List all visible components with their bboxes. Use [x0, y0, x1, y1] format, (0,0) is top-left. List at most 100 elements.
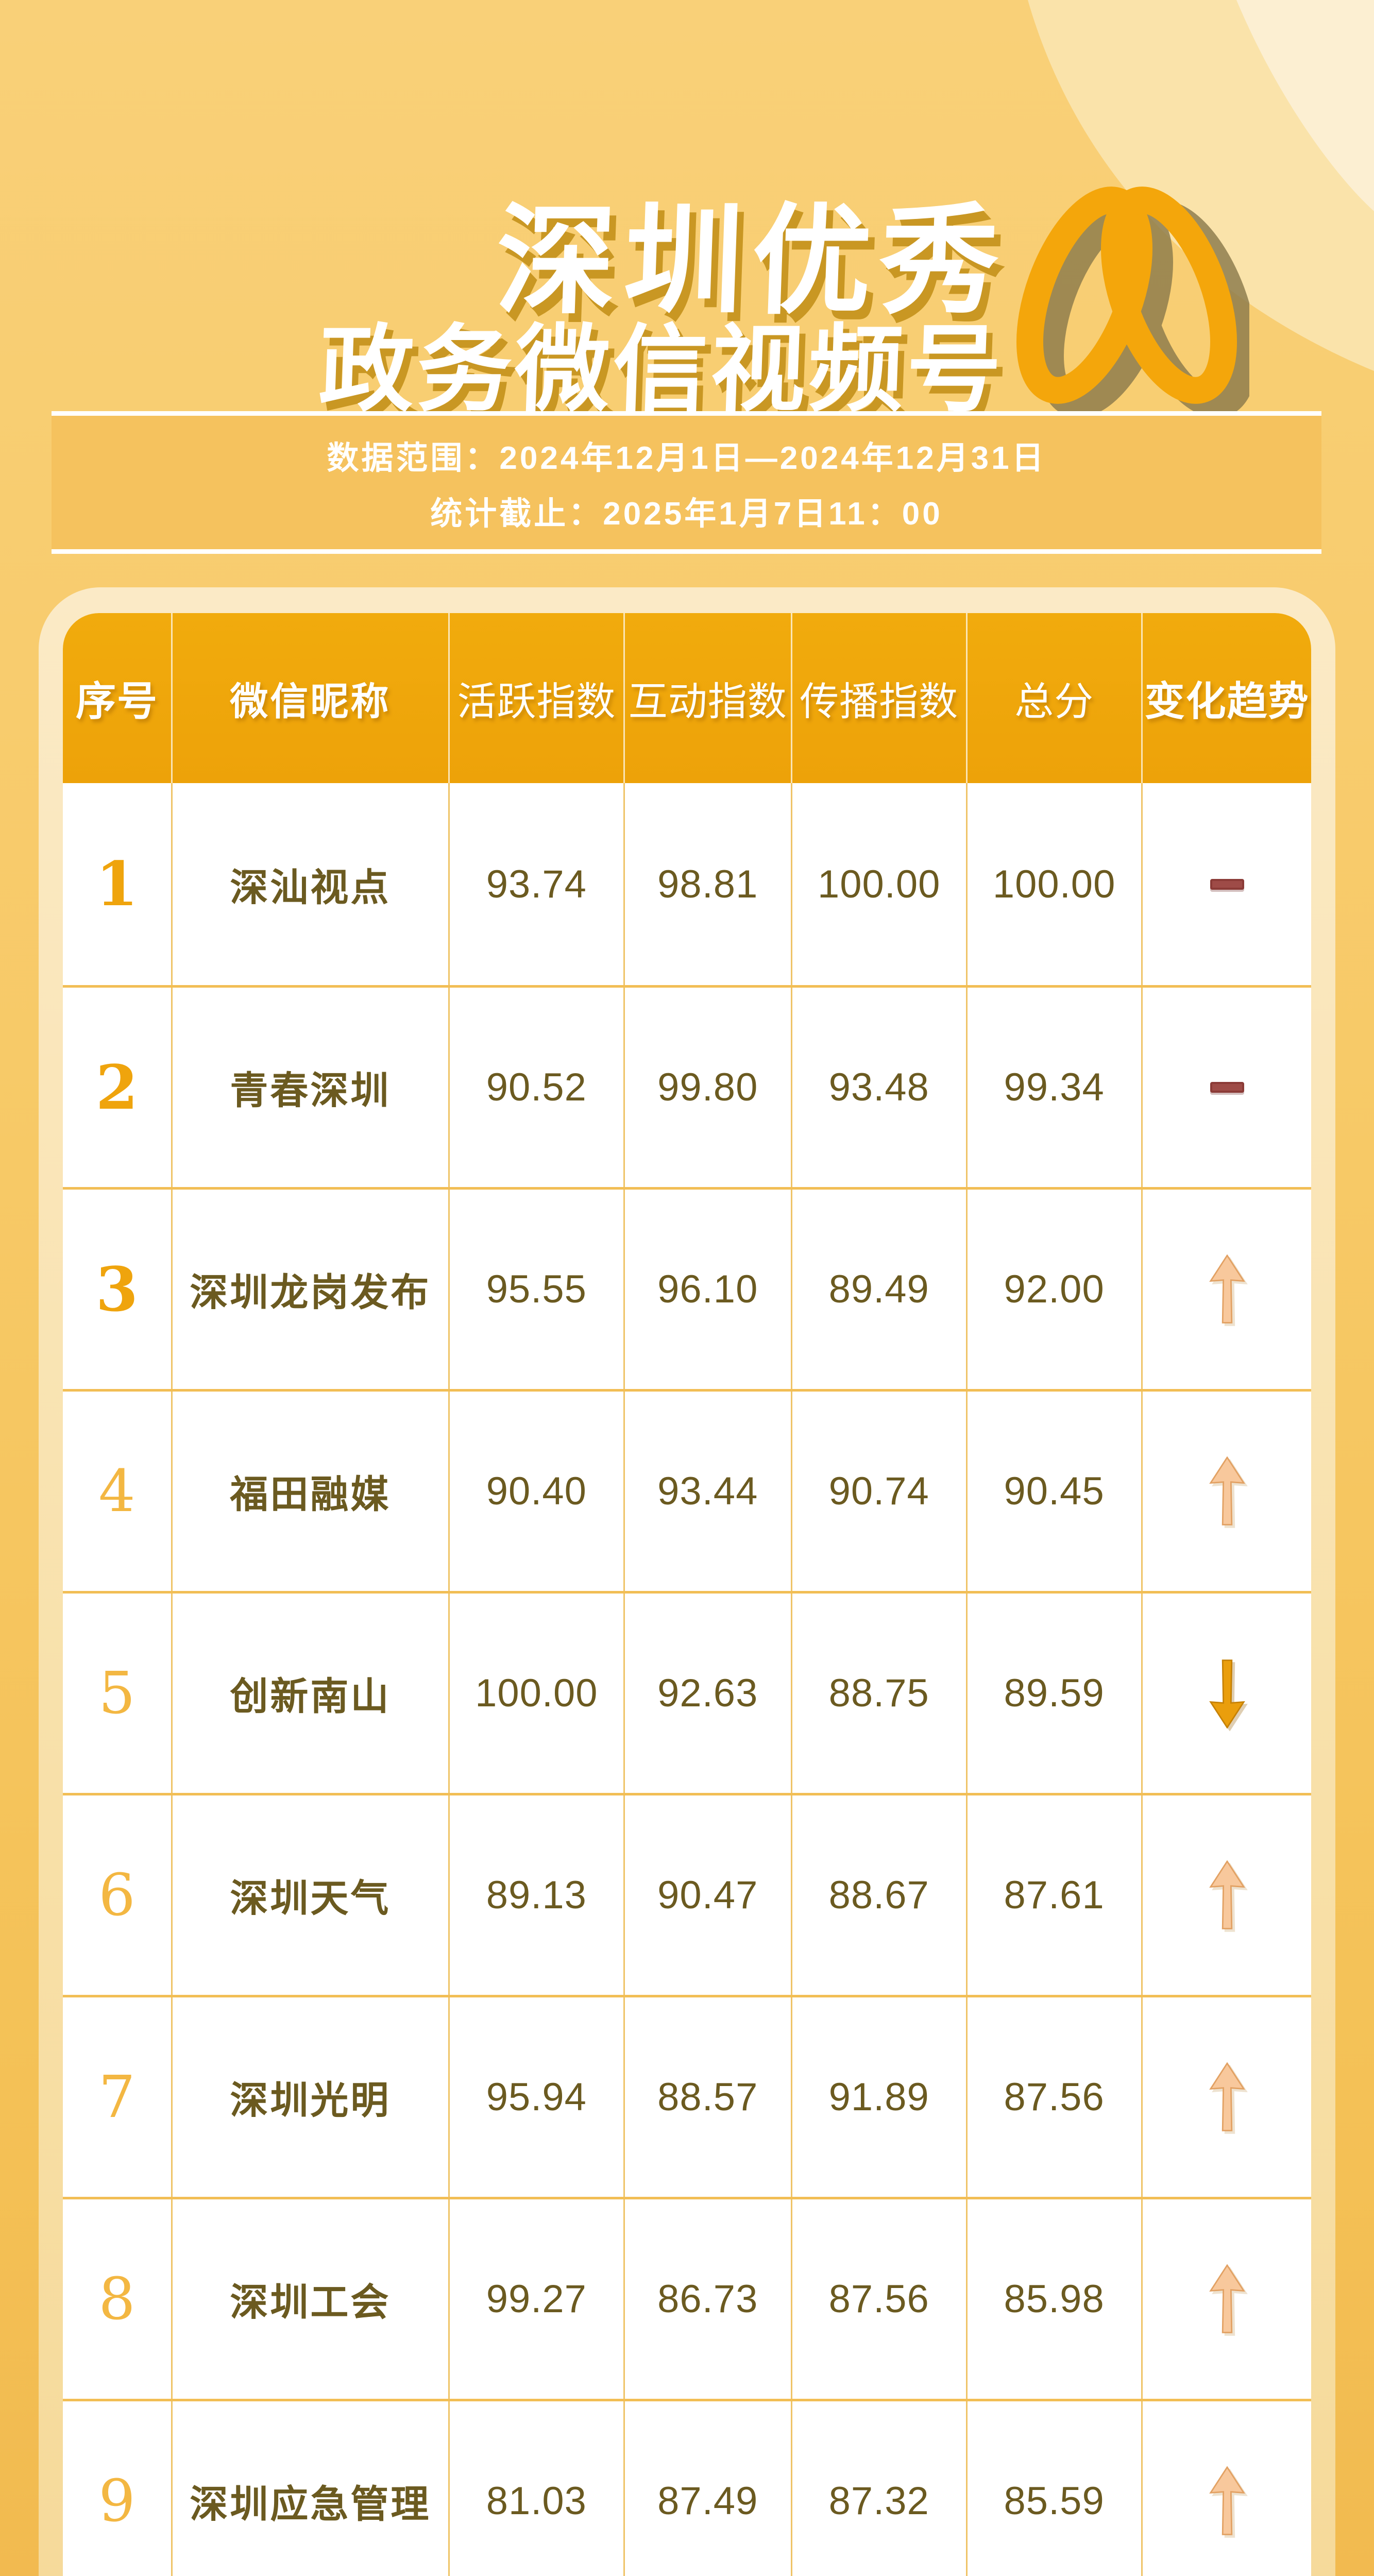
- table-row: 6 深圳天气 89.13 90.47 88.67 87.61: [63, 1793, 1311, 1995]
- up-arrow-icon: [1209, 1456, 1245, 1526]
- table-row: 4 福田融媒 90.40 93.44 90.74 90.45: [63, 1389, 1311, 1591]
- account-name-cell: 青春深圳: [173, 988, 450, 1187]
- spread-index-cell: 88.67: [792, 1795, 968, 1995]
- spread-index-value: 87.32: [828, 2479, 929, 2523]
- rank-cell: 7: [63, 1997, 173, 2197]
- spread-index-value: 91.89: [828, 2075, 929, 2119]
- activity-index-cell: 100.00: [450, 1594, 625, 1793]
- total-score-cell: 85.98: [968, 2199, 1143, 2399]
- rank-number: 1: [95, 848, 139, 920]
- rank-cell: 1: [63, 783, 173, 985]
- total-score-cell: 87.61: [968, 1795, 1143, 1995]
- meta-band: 数据范围：2024年12月1日—2024年12月31日 统计截止：2025年1月…: [52, 416, 1321, 549]
- spread-index-cell: 91.89: [792, 1997, 968, 2197]
- activity-index-cell: 95.94: [450, 1997, 625, 2197]
- account-name: 深汕视点: [230, 866, 391, 909]
- account-name: 深圳龙岗发布: [190, 1271, 431, 1314]
- header-rank: 序号: [63, 613, 173, 783]
- activity-index-value: 89.13: [486, 1873, 587, 1917]
- flat-dash-icon: [1210, 1082, 1244, 1093]
- header-nickname: 微信昵称: [173, 613, 450, 783]
- activity-index-value: 90.52: [486, 1065, 587, 1109]
- interaction-index-value: 88.57: [657, 2075, 758, 2119]
- spread-index-cell: 87.56: [792, 2199, 968, 2399]
- interaction-index-value: 92.63: [657, 1671, 758, 1715]
- activity-index-value: 81.03: [486, 2479, 587, 2523]
- account-name-cell: 深圳光明: [173, 1997, 450, 2197]
- total-score-value: 87.61: [1004, 1873, 1105, 1917]
- up-arrow-icon: [1209, 2466, 1245, 2535]
- rank-cell: 5: [63, 1594, 173, 1793]
- table-row: 3 深圳龙岗发布 95.55 96.10 89.49 92.00: [63, 1187, 1311, 1389]
- rank-number: 4: [98, 1458, 135, 1525]
- interaction-index-cell: 90.47: [625, 1795, 792, 1995]
- data-range-text: 数据范围：2024年12月1日—2024年12月31日: [327, 440, 1046, 476]
- spread-index-value: 88.67: [828, 1873, 929, 1917]
- activity-index-value: 90.40: [486, 1469, 587, 1513]
- header-interaction-index: 互动指数: [625, 613, 792, 783]
- rank-cell: 8: [63, 2199, 173, 2399]
- flat-dash-icon: [1210, 878, 1244, 890]
- interaction-index-value: 98.81: [657, 862, 758, 906]
- rank-number: 5: [98, 1659, 135, 1727]
- total-score-value: 90.45: [1004, 1469, 1105, 1513]
- account-name-cell: 深汕视点: [173, 783, 450, 985]
- rank-cell: 2: [63, 988, 173, 1187]
- spread-index-cell: 88.75: [792, 1594, 968, 1793]
- table-row: 7 深圳光明 95.94 88.57 91.89 87.56: [63, 1995, 1311, 2197]
- trend-cell: [1143, 1392, 1311, 1591]
- interaction-index-value: 99.80: [657, 1065, 758, 1109]
- up-arrow-icon: [1209, 2264, 1245, 2333]
- total-score-value: 89.59: [1004, 1671, 1105, 1715]
- total-score-cell: 85.59: [968, 2401, 1143, 2576]
- activity-index-value: 93.74: [486, 862, 587, 906]
- header-total-score: 总分: [968, 613, 1143, 783]
- account-name: 青春深圳: [230, 1069, 391, 1112]
- account-name: 创新南山: [230, 1675, 391, 1718]
- interaction-index-value: 90.47: [657, 1873, 758, 1917]
- interaction-index-cell: 98.81: [625, 783, 792, 985]
- spread-index-value: 87.56: [828, 2277, 929, 2321]
- account-name-cell: 深圳天气: [173, 1795, 450, 1995]
- account-name-cell: 深圳应急管理: [173, 2401, 450, 2576]
- table-row: 9 深圳应急管理 81.03 87.49 87.32 85.59: [63, 2399, 1311, 2576]
- spread-index-cell: 87.32: [792, 2401, 968, 2576]
- trend-cell: [1143, 1795, 1311, 1995]
- activity-index-cell: 99.27: [450, 2199, 625, 2399]
- rank-cell: 9: [63, 2401, 173, 2576]
- total-score-cell: 100.00: [968, 783, 1143, 985]
- table-header-row: 序号 微信昵称 活跃指数 互动指数 传播指数 总分 变化趋势: [63, 613, 1311, 783]
- total-score-value: 92.00: [1004, 1267, 1105, 1311]
- rank-number: 3: [95, 1253, 139, 1325]
- activity-index-cell: 93.74: [450, 783, 625, 985]
- interaction-index-value: 86.73: [657, 2277, 758, 2321]
- spread-index-cell: 89.49: [792, 1190, 968, 1389]
- table-row: 5 创新南山 100.00 92.63 88.75 89.59: [63, 1591, 1311, 1793]
- activity-index-cell: 90.40: [450, 1392, 625, 1591]
- up-arrow-icon: [1209, 2062, 1245, 2131]
- activity-index-value: 99.27: [486, 2277, 587, 2321]
- wechat-channels-icon: [1016, 187, 1249, 418]
- spread-index-value: 100.00: [817, 862, 941, 906]
- activity-index-value: 95.55: [486, 1267, 587, 1311]
- spread-index-cell: 93.48: [792, 988, 968, 1187]
- up-arrow-icon: [1209, 1254, 1245, 1324]
- activity-index-value: 100.00: [475, 1671, 598, 1715]
- total-score-cell: 87.56: [968, 1997, 1143, 2197]
- spread-index-value: 89.49: [828, 1267, 929, 1311]
- trend-cell: [1143, 783, 1311, 985]
- header-activity-index: 活跃指数: [450, 613, 625, 783]
- interaction-index-cell: 93.44: [625, 1392, 792, 1591]
- account-name: 福田融媒: [230, 1473, 391, 1516]
- interaction-index-value: 87.49: [657, 2479, 758, 2523]
- trend-cell: [1143, 1997, 1311, 2197]
- trend-cell: [1143, 2401, 1311, 2576]
- activity-index-cell: 95.55: [450, 1190, 625, 1389]
- table-row: 1 深汕视点 93.74 98.81 100.00 100.00: [63, 783, 1311, 985]
- spread-index-cell: 100.00: [792, 783, 968, 985]
- table-body: 1 深汕视点 93.74 98.81 100.00 100.00 2 青春深圳 90.52 99.…: [63, 783, 1311, 2576]
- rank-cell: 4: [63, 1392, 173, 1591]
- interaction-index-value: 93.44: [657, 1469, 758, 1513]
- spread-index-value: 93.48: [828, 1065, 929, 1109]
